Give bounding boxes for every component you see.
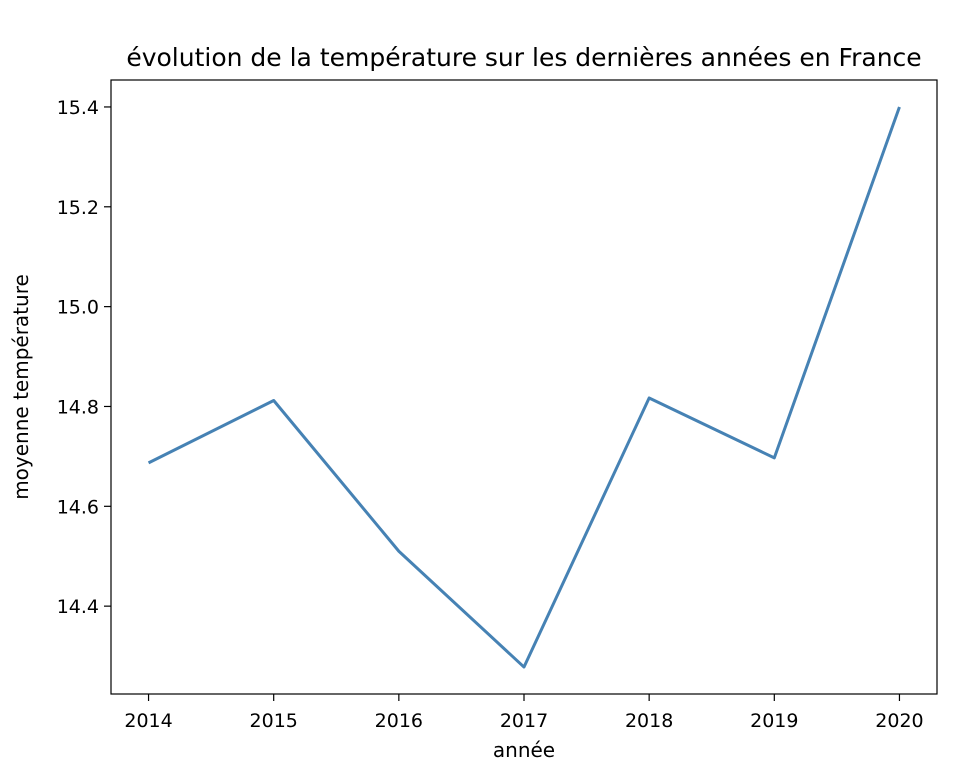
x-tick-label: 2017 [500,710,548,732]
y-tick-label: 14.8 [57,396,99,418]
y-tick-label: 15.2 [57,197,99,219]
x-tick-label: 2016 [375,710,423,732]
x-axis: 2014 2015 2016 2017 2018 2019 2020 [124,694,924,732]
y-tick-label: 15.4 [57,97,99,119]
plot-frame [110,79,938,695]
chart-title: évolution de la température sur les dern… [126,43,921,72]
series-line [147,106,901,669]
x-tick-label: 2014 [124,710,172,732]
plot-area [147,106,901,669]
x-tick-label: 2015 [250,710,298,732]
x-axis-label: année [493,738,555,762]
x-tick-label: 2018 [625,710,673,732]
y-tick-label: 15.0 [57,297,99,319]
y-axis-label: moyenne température [9,274,33,500]
y-tick-label: 14.6 [57,496,99,518]
y-axis: 14.4 14.6 14.8 15.0 15.2 15.4 [57,97,111,618]
x-tick-label: 2020 [875,710,923,732]
x-tick-label: 2019 [750,710,798,732]
y-tick-label: 14.4 [57,596,99,618]
